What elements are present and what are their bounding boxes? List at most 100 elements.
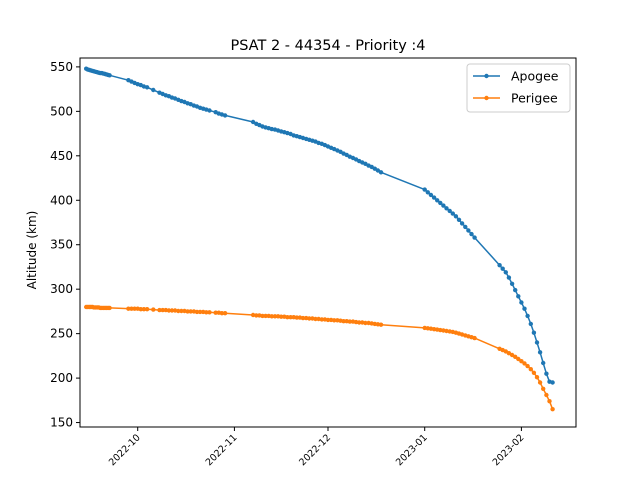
perigee-point — [541, 386, 546, 391]
y-tick-label-450: 450 — [50, 149, 73, 163]
y-tick-label-300: 300 — [50, 282, 73, 296]
apogee-point — [456, 217, 462, 222]
apogee-point — [544, 371, 549, 376]
perigee-point — [525, 363, 530, 369]
perigee-point — [319, 317, 324, 322]
perigee-point — [550, 407, 555, 412]
perigee-point — [197, 309, 203, 315]
apogee-point — [537, 350, 543, 355]
perigee-point — [444, 328, 449, 334]
apogee-point — [500, 266, 505, 271]
perigee-point — [279, 314, 284, 319]
perigee-point — [129, 306, 134, 311]
apogee-point — [428, 192, 434, 198]
y-tick-label-150: 150 — [50, 416, 73, 430]
perigee-point — [516, 356, 521, 362]
apogee-point — [513, 287, 518, 293]
apogee-point — [435, 198, 440, 203]
perigee-point — [357, 320, 362, 325]
y-tick-label-350: 350 — [50, 238, 73, 252]
perigee-point — [288, 315, 293, 320]
perigee-point — [254, 313, 259, 318]
legend-label-apogee: Apogee — [511, 69, 559, 84]
perigee-point — [547, 399, 552, 404]
apogee-point — [425, 190, 430, 195]
perigee-point — [528, 367, 533, 372]
perigee-point — [285, 315, 290, 320]
apogee-point — [222, 113, 228, 118]
apogee-point — [378, 170, 384, 175]
y-axis: 150 200 250 300 350 400 450 500 550 — [50, 60, 80, 430]
legend-marker-apogee — [484, 73, 489, 79]
apogee-point — [497, 263, 502, 268]
perigee-point — [151, 307, 156, 312]
perigee-point — [506, 351, 512, 356]
perigee-point — [160, 307, 165, 313]
apogee-point — [525, 313, 530, 319]
y-tick-label-400: 400 — [50, 193, 73, 207]
apogee-point — [151, 87, 156, 93]
perigee-point — [347, 319, 352, 324]
perigee-point — [537, 380, 543, 385]
perigee-point — [513, 354, 518, 359]
perigee-point — [194, 309, 200, 315]
perigee-point — [300, 315, 306, 321]
perigee-point — [207, 310, 212, 315]
perigee-point — [138, 307, 143, 312]
apogee-point — [431, 195, 437, 200]
perigee-point — [325, 317, 331, 323]
apogee-point — [469, 231, 474, 237]
apogee-point — [531, 330, 537, 335]
perigee-point — [341, 319, 346, 324]
apogee-point — [503, 270, 508, 275]
perigee-point — [213, 310, 218, 315]
apogee-point — [447, 208, 452, 214]
perigee-point — [141, 307, 147, 312]
apogee-point — [472, 235, 477, 240]
perigee-point — [313, 316, 318, 322]
y-axis-label: Altitude (km) — [25, 211, 39, 290]
apogee-point — [519, 300, 524, 305]
perigee-point — [307, 316, 312, 321]
perigee-point — [294, 315, 299, 320]
apogee-point — [438, 200, 443, 206]
perigee-point — [188, 309, 193, 314]
apogee-point — [506, 275, 512, 280]
apogee-point — [463, 224, 468, 230]
apogee-point — [466, 228, 471, 233]
perigee-point — [250, 312, 256, 318]
legend-label-perigee: Perigee — [511, 91, 558, 106]
perigee-point — [144, 307, 150, 312]
perigee-point — [316, 316, 321, 322]
apogee-point — [144, 85, 150, 90]
chart-title: PSAT 2 - 44354 - Priority :4 — [230, 38, 425, 54]
apogee-point — [509, 281, 515, 286]
perigee-point — [534, 375, 540, 380]
apogee-point — [453, 214, 459, 219]
perigee-point — [126, 306, 131, 311]
apogee-point — [207, 108, 212, 113]
apogee-point — [522, 306, 527, 311]
perigee-point — [107, 305, 112, 311]
apogee-point — [363, 161, 368, 166]
legend-marker-perigee — [484, 95, 489, 101]
perigee-point — [260, 313, 265, 319]
perigee-point — [169, 308, 175, 313]
perigee-point — [363, 320, 368, 326]
apogee-point — [528, 321, 533, 327]
perigee-point — [272, 314, 278, 319]
perigee-point — [185, 309, 190, 314]
apogee-point — [441, 203, 446, 208]
apogee-point — [422, 187, 427, 192]
apogee-point — [550, 380, 555, 385]
perigee-point — [531, 370, 537, 375]
perigee-point — [378, 322, 384, 327]
perigee-point — [332, 318, 337, 323]
perigee-point — [519, 359, 524, 364]
perigee-point — [204, 310, 209, 315]
apogee-point — [250, 119, 256, 125]
apogee-point — [534, 340, 540, 345]
perigee-point — [269, 314, 274, 319]
apogee-point — [459, 221, 465, 226]
